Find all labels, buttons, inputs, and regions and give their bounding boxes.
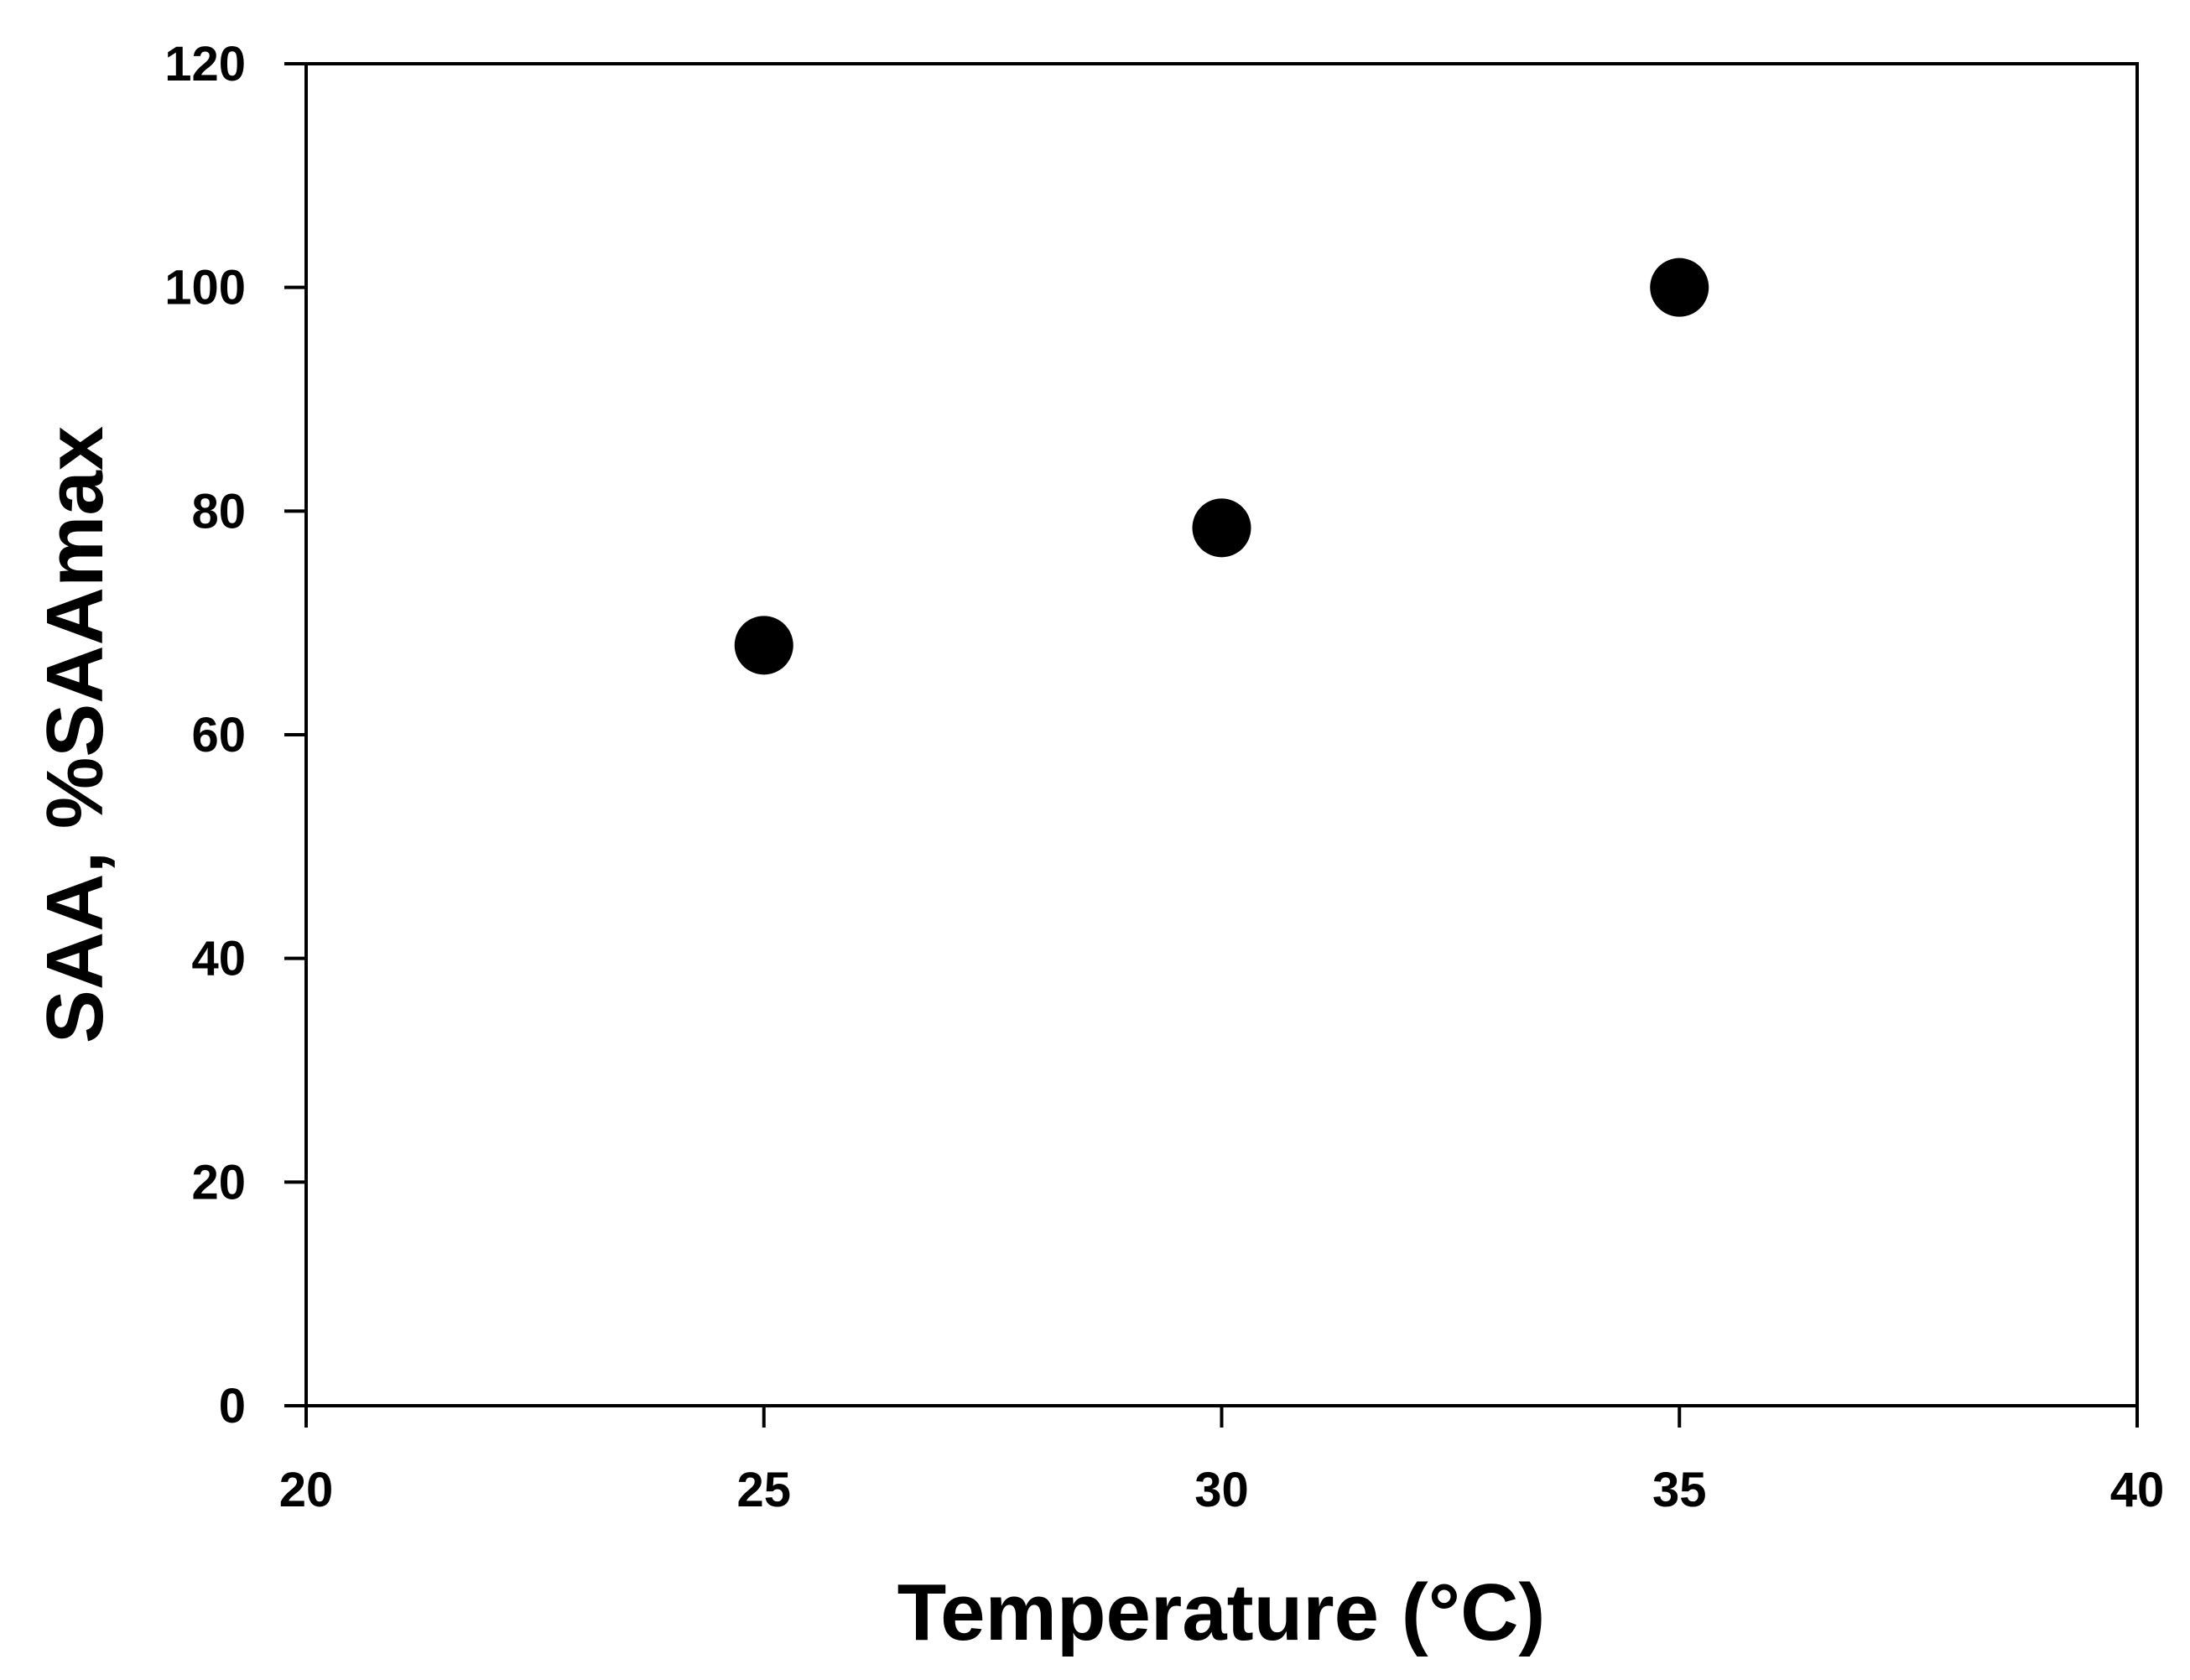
plot-area bbox=[304, 62, 2139, 1407]
y-tick-label: 60 bbox=[191, 708, 246, 762]
y-tick-label: 120 bbox=[164, 37, 246, 91]
y-tick-label: 40 bbox=[191, 932, 246, 986]
x-tick-label: 35 bbox=[1652, 1463, 1707, 1517]
y-tick-label: 20 bbox=[191, 1155, 246, 1209]
y-axis-title: SAA, %SAAmax bbox=[30, 426, 120, 1043]
x-tick-label: 20 bbox=[279, 1463, 334, 1517]
data-point bbox=[1192, 498, 1251, 558]
data-points bbox=[734, 257, 1709, 675]
data-point bbox=[1650, 257, 1709, 317]
y-tick-label: 80 bbox=[191, 484, 246, 538]
x-tick-label: 25 bbox=[736, 1463, 791, 1517]
data-point bbox=[734, 616, 793, 675]
x-axis-title: Temperature (°C) bbox=[897, 1568, 1546, 1657]
y-axis-ticks: 0 20 40 60 80 100 120 bbox=[164, 37, 306, 1433]
x-axis-ticks: 20 25 30 35 40 bbox=[279, 1406, 2165, 1517]
y-tick-label: 100 bbox=[164, 261, 246, 315]
x-tick-label: 30 bbox=[1194, 1463, 1249, 1517]
y-tick-label: 0 bbox=[219, 1379, 246, 1433]
x-tick-label: 40 bbox=[2110, 1463, 2165, 1517]
